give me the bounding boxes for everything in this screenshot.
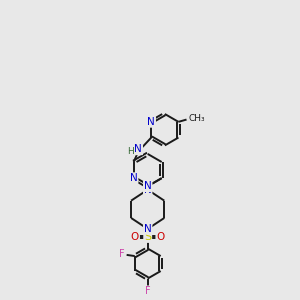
Text: F: F <box>145 286 151 296</box>
Text: F: F <box>119 249 125 260</box>
Text: S: S <box>144 232 151 242</box>
Text: O: O <box>131 232 139 242</box>
Text: N: N <box>144 181 152 191</box>
Text: N: N <box>144 185 152 195</box>
Text: H: H <box>128 147 134 156</box>
Text: N: N <box>130 173 138 183</box>
Text: N: N <box>147 117 155 127</box>
Text: N: N <box>144 224 152 234</box>
Text: CH₃: CH₃ <box>189 114 206 123</box>
Text: N: N <box>134 144 142 154</box>
Text: O: O <box>156 232 164 242</box>
